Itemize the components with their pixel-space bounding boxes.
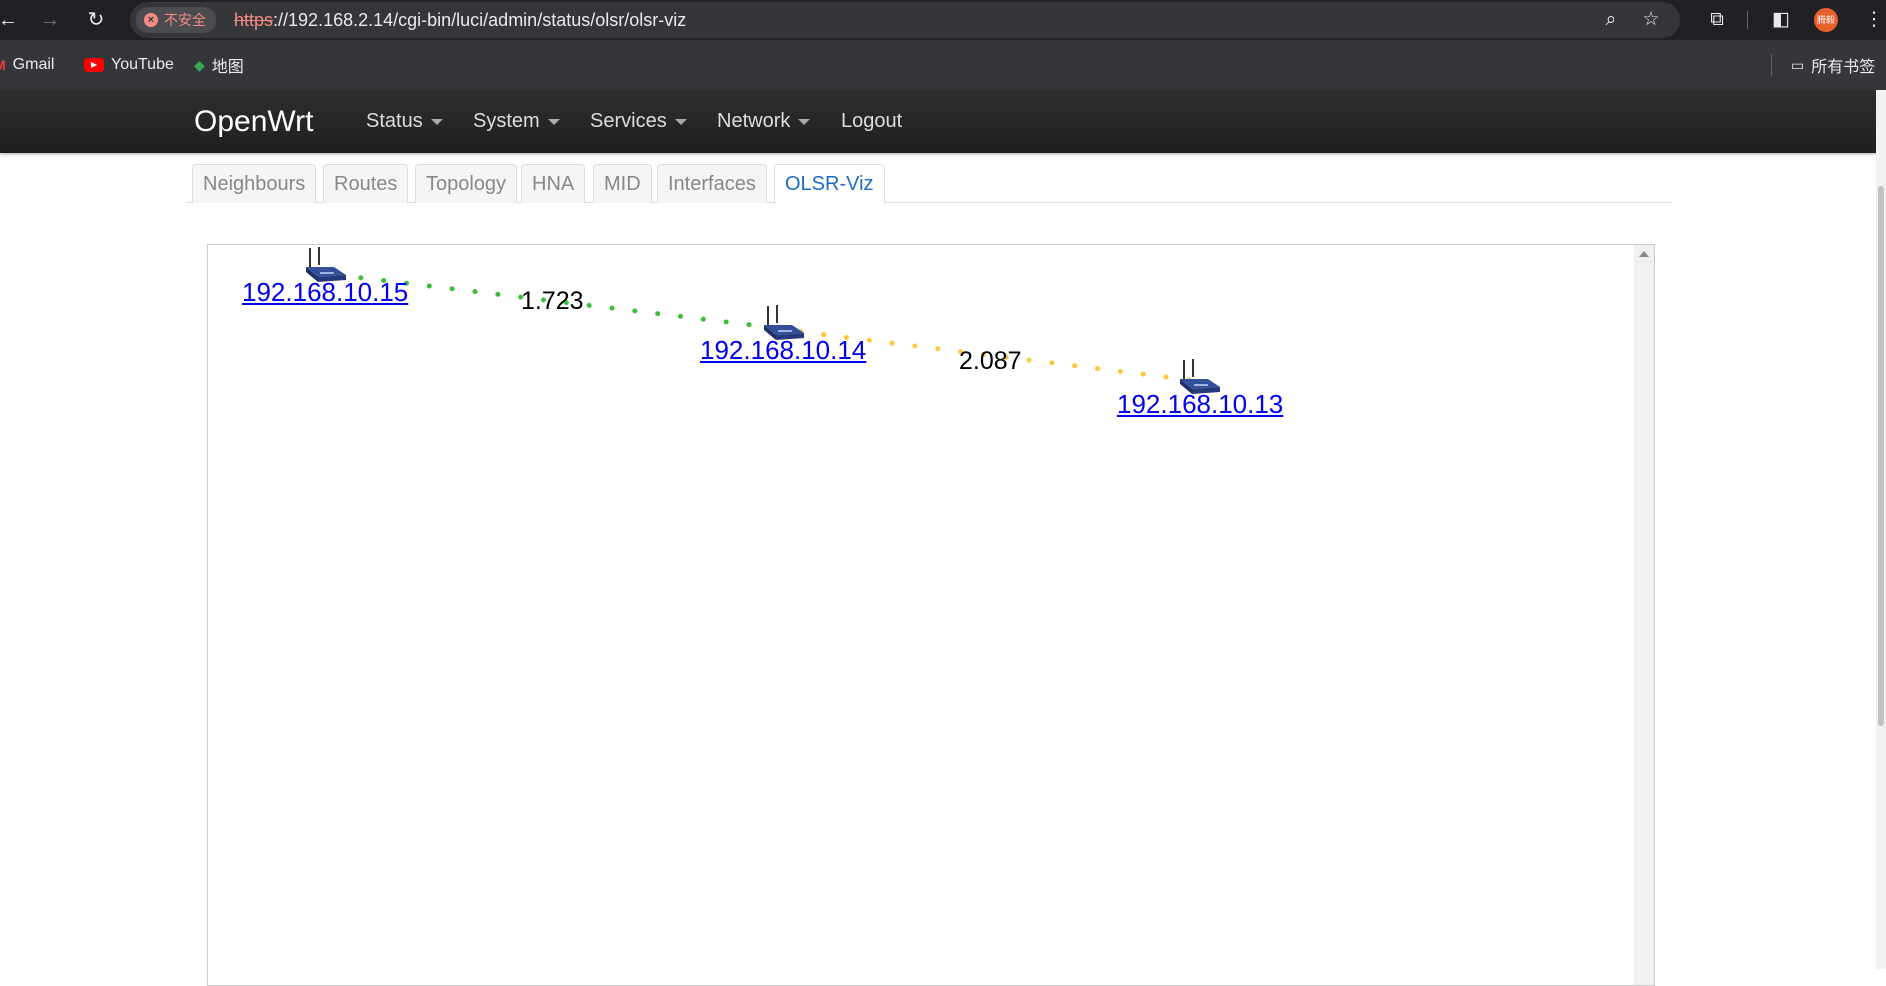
browser-toolbar: ← → ↻ × 不安全 https://192.168.2.14/cgi-bin… [0,0,1886,40]
openwrt-header: OpenWrt Status System Services Network L… [0,90,1876,153]
menu-label: Network [717,110,791,132]
gmail-icon: M [0,57,6,73]
tab-routes[interactable]: Routes [323,164,409,203]
tab-interfaces[interactable]: Interfaces [657,164,767,203]
maps-icon: ◆ [194,56,205,73]
tab-topology[interactable]: Topology [415,164,518,203]
extensions-icon[interactable]: ⧉ [1710,9,1724,30]
all-bookmarks-label: 所有书签 [1811,59,1876,76]
url-path: ://192.168.2.14/cgi-bin/luci/admin/statu… [273,10,687,30]
menu-network[interactable]: Network [717,90,811,153]
security-chip[interactable]: × 不安全 [136,7,216,33]
address-bar[interactable]: × 不安全 https://192.168.2.14/cgi-bin/luci/… [130,2,1680,38]
tab-hna[interactable]: HNA [521,164,586,203]
tab-olsr-viz[interactable]: OLSR-Viz [774,164,885,204]
folder-icon: ▭ [1791,56,1805,73]
menu-kebab-icon[interactable]: ⋮ [1864,9,1884,30]
tabs-divider [186,202,1672,203]
not-secure-icon: × [144,13,158,27]
node-link[interactable]: 192.168.10.14 [700,335,867,365]
bookmark-label: Gmail [12,56,55,73]
menu-label: Services [590,110,667,132]
back-icon[interactable]: ← [0,9,18,31]
node-link[interactable]: 192.168.10.13 [1117,389,1284,419]
router-icon[interactable] [762,303,806,343]
forward-icon[interactable]: → [40,9,60,31]
bookmark-star-icon[interactable]: ☆ [1642,9,1660,30]
olsr-viz-canvas: 1.723 2.087 192.168.10.15 192.168.10.14 … [207,244,1655,986]
link-cost-label: 1.723 [521,287,584,315]
viz-links-layer [335,272,1201,384]
security-label: 不安全 [164,12,206,28]
bookmark-maps[interactable]: ◆ 地图 [194,40,244,90]
caret-down-icon [430,118,443,125]
scroll-up-arrow-icon[interactable] [1639,251,1649,257]
profile-avatar[interactable]: 腾毅 [1814,8,1838,32]
menu-system[interactable]: System [473,90,560,153]
caret-down-icon [798,118,811,125]
viz-scrollbar[interactable] [1634,245,1654,985]
menu-status[interactable]: Status [366,90,443,153]
url-text[interactable]: https://192.168.2.14/cgi-bin/luci/admin/… [234,2,686,38]
bookmark-youtube[interactable]: ▶ YouTube [84,40,174,90]
all-bookmarks[interactable]: ▭ 所有书签 [1791,40,1875,90]
router-icon[interactable] [304,245,348,285]
tab-neighbours[interactable]: Neighbours [192,164,317,203]
url-scheme: https [234,10,274,30]
caret-down-icon [674,118,687,125]
reload-icon[interactable]: ↻ [87,9,105,31]
tab-mid[interactable]: MID [593,164,652,203]
menu-label: Status [366,110,423,132]
side-panel-icon[interactable]: ◧ [1772,9,1790,30]
zoom-icon[interactable]: ⌕ [1605,9,1617,30]
bookmarks-divider [1771,54,1772,76]
node-link[interactable]: 192.168.10.15 [242,277,409,307]
menu-label: System [473,110,540,132]
page-scroll-thumb[interactable] [1878,186,1884,726]
menu-logout[interactable]: Logout [841,90,902,153]
menu-label: Logout [841,110,903,132]
caret-down-icon [547,118,560,125]
brand-logo[interactable]: OpenWrt [194,105,314,138]
bookmark-label: 地图 [211,59,244,76]
link-cost-label: 2.087 [959,347,1022,375]
menu-services[interactable]: Services [590,90,687,153]
link-line [775,326,1201,384]
toolbar-divider [1747,11,1748,29]
bookmarks-bar: M Gmail ▶ YouTube ◆ 地图 ▭ 所有书签 [0,40,1886,90]
bookmark-label: YouTube [111,56,174,73]
router-icon[interactable] [1178,357,1222,397]
bookmark-gmail[interactable]: M Gmail [0,40,54,90]
youtube-icon: ▶ [84,58,104,72]
